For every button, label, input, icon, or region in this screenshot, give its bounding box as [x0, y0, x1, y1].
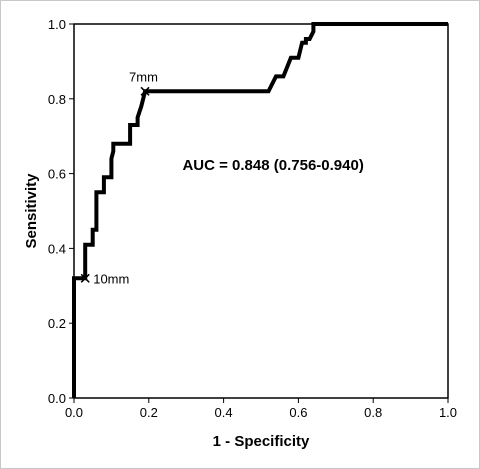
cutoff-label: 7mm — [129, 69, 158, 84]
cutoff-label: 10mm — [93, 271, 129, 286]
x-tick-label: 0.8 — [364, 405, 382, 420]
x-tick-label: 0.4 — [215, 405, 233, 420]
y-tick-label: 1.0 — [48, 17, 66, 32]
y-tick-label: 0.6 — [48, 167, 66, 182]
x-axis: 0.0 0.2 0.4 0.6 0.8 1.0 — [65, 398, 457, 420]
y-tick-label: 0.4 — [48, 241, 66, 256]
x-tick-label: 0.0 — [65, 405, 83, 420]
plot-area — [73, 23, 449, 399]
roc-curve — [72, 22, 448, 398]
y-tick-label: 0.8 — [48, 92, 66, 107]
x-axis-title: 1 - Specificity — [213, 433, 310, 450]
x-tick-label: 0.2 — [140, 405, 158, 420]
x-tick-label: 1.0 — [439, 405, 457, 420]
y-tick-label: 0.0 — [48, 391, 66, 406]
y-axis-title: Sensitivity — [23, 173, 40, 249]
cutoff-marker — [140, 86, 150, 96]
cutoff-markers: 7mm 10mm — [80, 69, 158, 286]
y-tick-label: 0.2 — [48, 316, 66, 331]
x-tick-label: 0.6 — [289, 405, 307, 420]
cutoff-marker — [80, 273, 90, 283]
y-axis: 0.0 0.2 0.4 0.6 0.8 1.0 — [48, 17, 74, 406]
auc-annotation: AUC = 0.848 (0.756-0.940) — [182, 157, 363, 174]
